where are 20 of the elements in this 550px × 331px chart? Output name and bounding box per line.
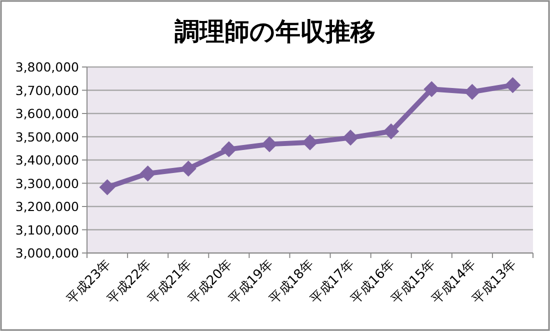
y-tick-label: 3,500,000 [15, 129, 80, 144]
point [504, 77, 521, 94]
point [140, 165, 156, 182]
y-tick-label: 3,300,000 [15, 176, 80, 191]
y-tick-label: 3,100,000 [15, 222, 80, 238]
chart-title: 調理師の年収推移 [174, 17, 376, 46]
point [220, 141, 237, 158]
y-tick-label: 3,200,000 [15, 199, 80, 214]
point [383, 123, 400, 140]
point [464, 84, 480, 100]
y-tick-label: 3,700,000 [15, 82, 80, 98]
point [99, 179, 116, 196]
y-tick-label: 3,600,000 [15, 106, 80, 121]
point [180, 160, 196, 177]
y-tick-label: 3,400,000 [15, 152, 80, 168]
y-tick-label: 3,000,000 [15, 246, 80, 260]
point [261, 136, 278, 152]
point [302, 134, 318, 150]
y-tick-label: 3,800,000 [15, 60, 80, 74]
point [342, 130, 359, 146]
